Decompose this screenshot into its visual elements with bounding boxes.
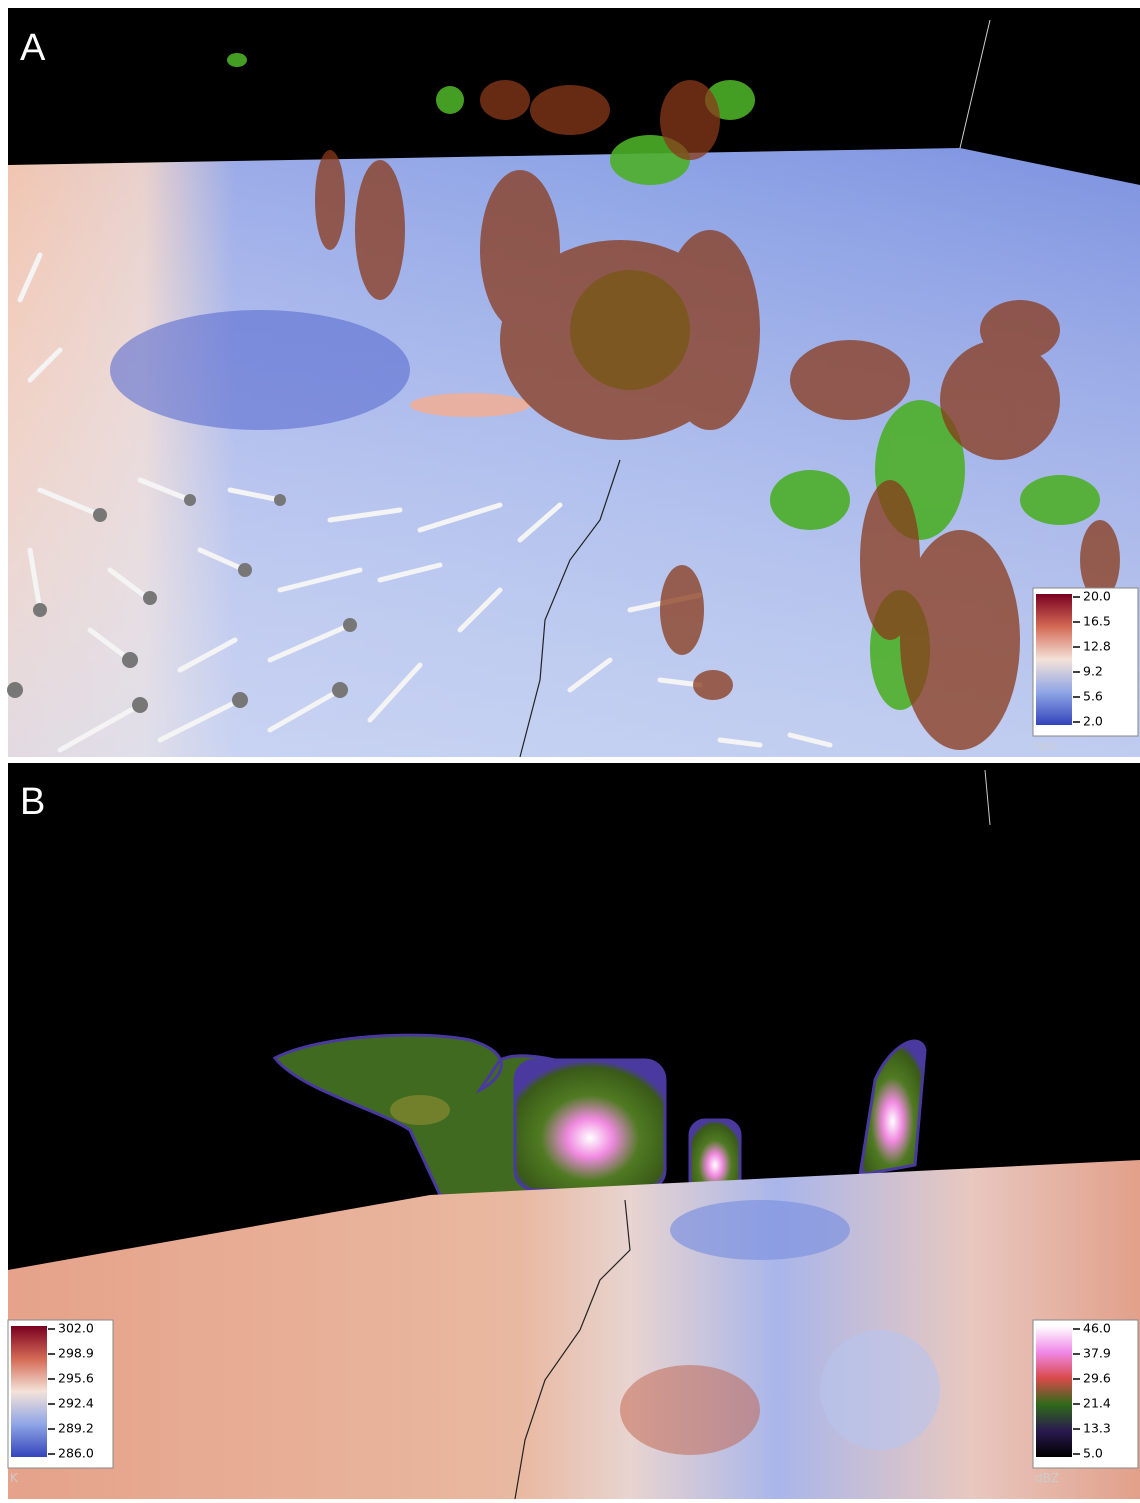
- isosurface-brown: [315, 80, 1120, 750]
- tick-label: 37.9: [1083, 1346, 1111, 1361]
- wind-arrow-heads: [7, 494, 357, 713]
- low-wind-region: [110, 310, 410, 430]
- tick-label: 295.6: [58, 1371, 94, 1386]
- tick-label: 5.6: [1083, 689, 1103, 704]
- unit-label: m/s: [1035, 739, 1057, 753]
- tick-label: 298.9: [58, 1346, 94, 1361]
- high-wind-region: [410, 393, 530, 417]
- color-bar: [1036, 594, 1072, 725]
- cool-region: [820, 1330, 940, 1450]
- unit-label: dBZ: [1035, 1471, 1059, 1485]
- tick-label: 9.2: [1083, 664, 1103, 679]
- tick-label: 12.8: [1083, 639, 1111, 654]
- tick-label: 16.5: [1083, 614, 1111, 629]
- tick-label: 29.6: [1083, 1371, 1111, 1386]
- coastline: [514, 1199, 631, 1500]
- tick-label: 46.0: [1083, 1321, 1111, 1336]
- panel-b: B: [8, 763, 1140, 1500]
- color-legend: 302.0 298.9 295.6 292.4 289.2 286.0 K: [7, 1319, 114, 1485]
- panel-label: A: [20, 27, 46, 69]
- color-legend: 20.0 16.5 12.8 9.2 5.6 2.0 m/s: [1032, 587, 1139, 753]
- panel-label: B: [20, 781, 45, 823]
- tick-label: 2.0: [1083, 714, 1103, 729]
- tick-label: 292.4: [58, 1396, 94, 1411]
- warm-region: [620, 1365, 760, 1455]
- domain-edge: [959, 19, 991, 149]
- coastline: [519, 459, 621, 758]
- tick-label: 21.4: [1083, 1396, 1111, 1411]
- color-bar: [11, 1326, 47, 1457]
- domain-edge: [984, 769, 991, 826]
- color-legend: 46.0 37.9 29.6 21.4 13.3 5.0 dBZ: [1032, 1319, 1139, 1485]
- panel-a: A: [7, 8, 1140, 758]
- legends: 20.0 16.5 12.8 9.2 5.6 2.0 m/s 302.0 298.9 295.6 2…: [7, 587, 1139, 1485]
- tick-label: 13.3: [1083, 1421, 1111, 1436]
- tick-label: 286.0: [58, 1446, 94, 1461]
- tick-label: 289.2: [58, 1421, 94, 1436]
- color-bar: [1036, 1326, 1072, 1457]
- tick-label: 302.0: [58, 1321, 94, 1336]
- ground-shading: [8, 148, 1140, 757]
- cold-region: [670, 1200, 850, 1260]
- tick-label: 20.0: [1083, 589, 1111, 604]
- reflectivity-section: [272, 1033, 927, 1212]
- unit-label: K: [10, 1471, 19, 1485]
- tick-label: 5.0: [1083, 1446, 1103, 1461]
